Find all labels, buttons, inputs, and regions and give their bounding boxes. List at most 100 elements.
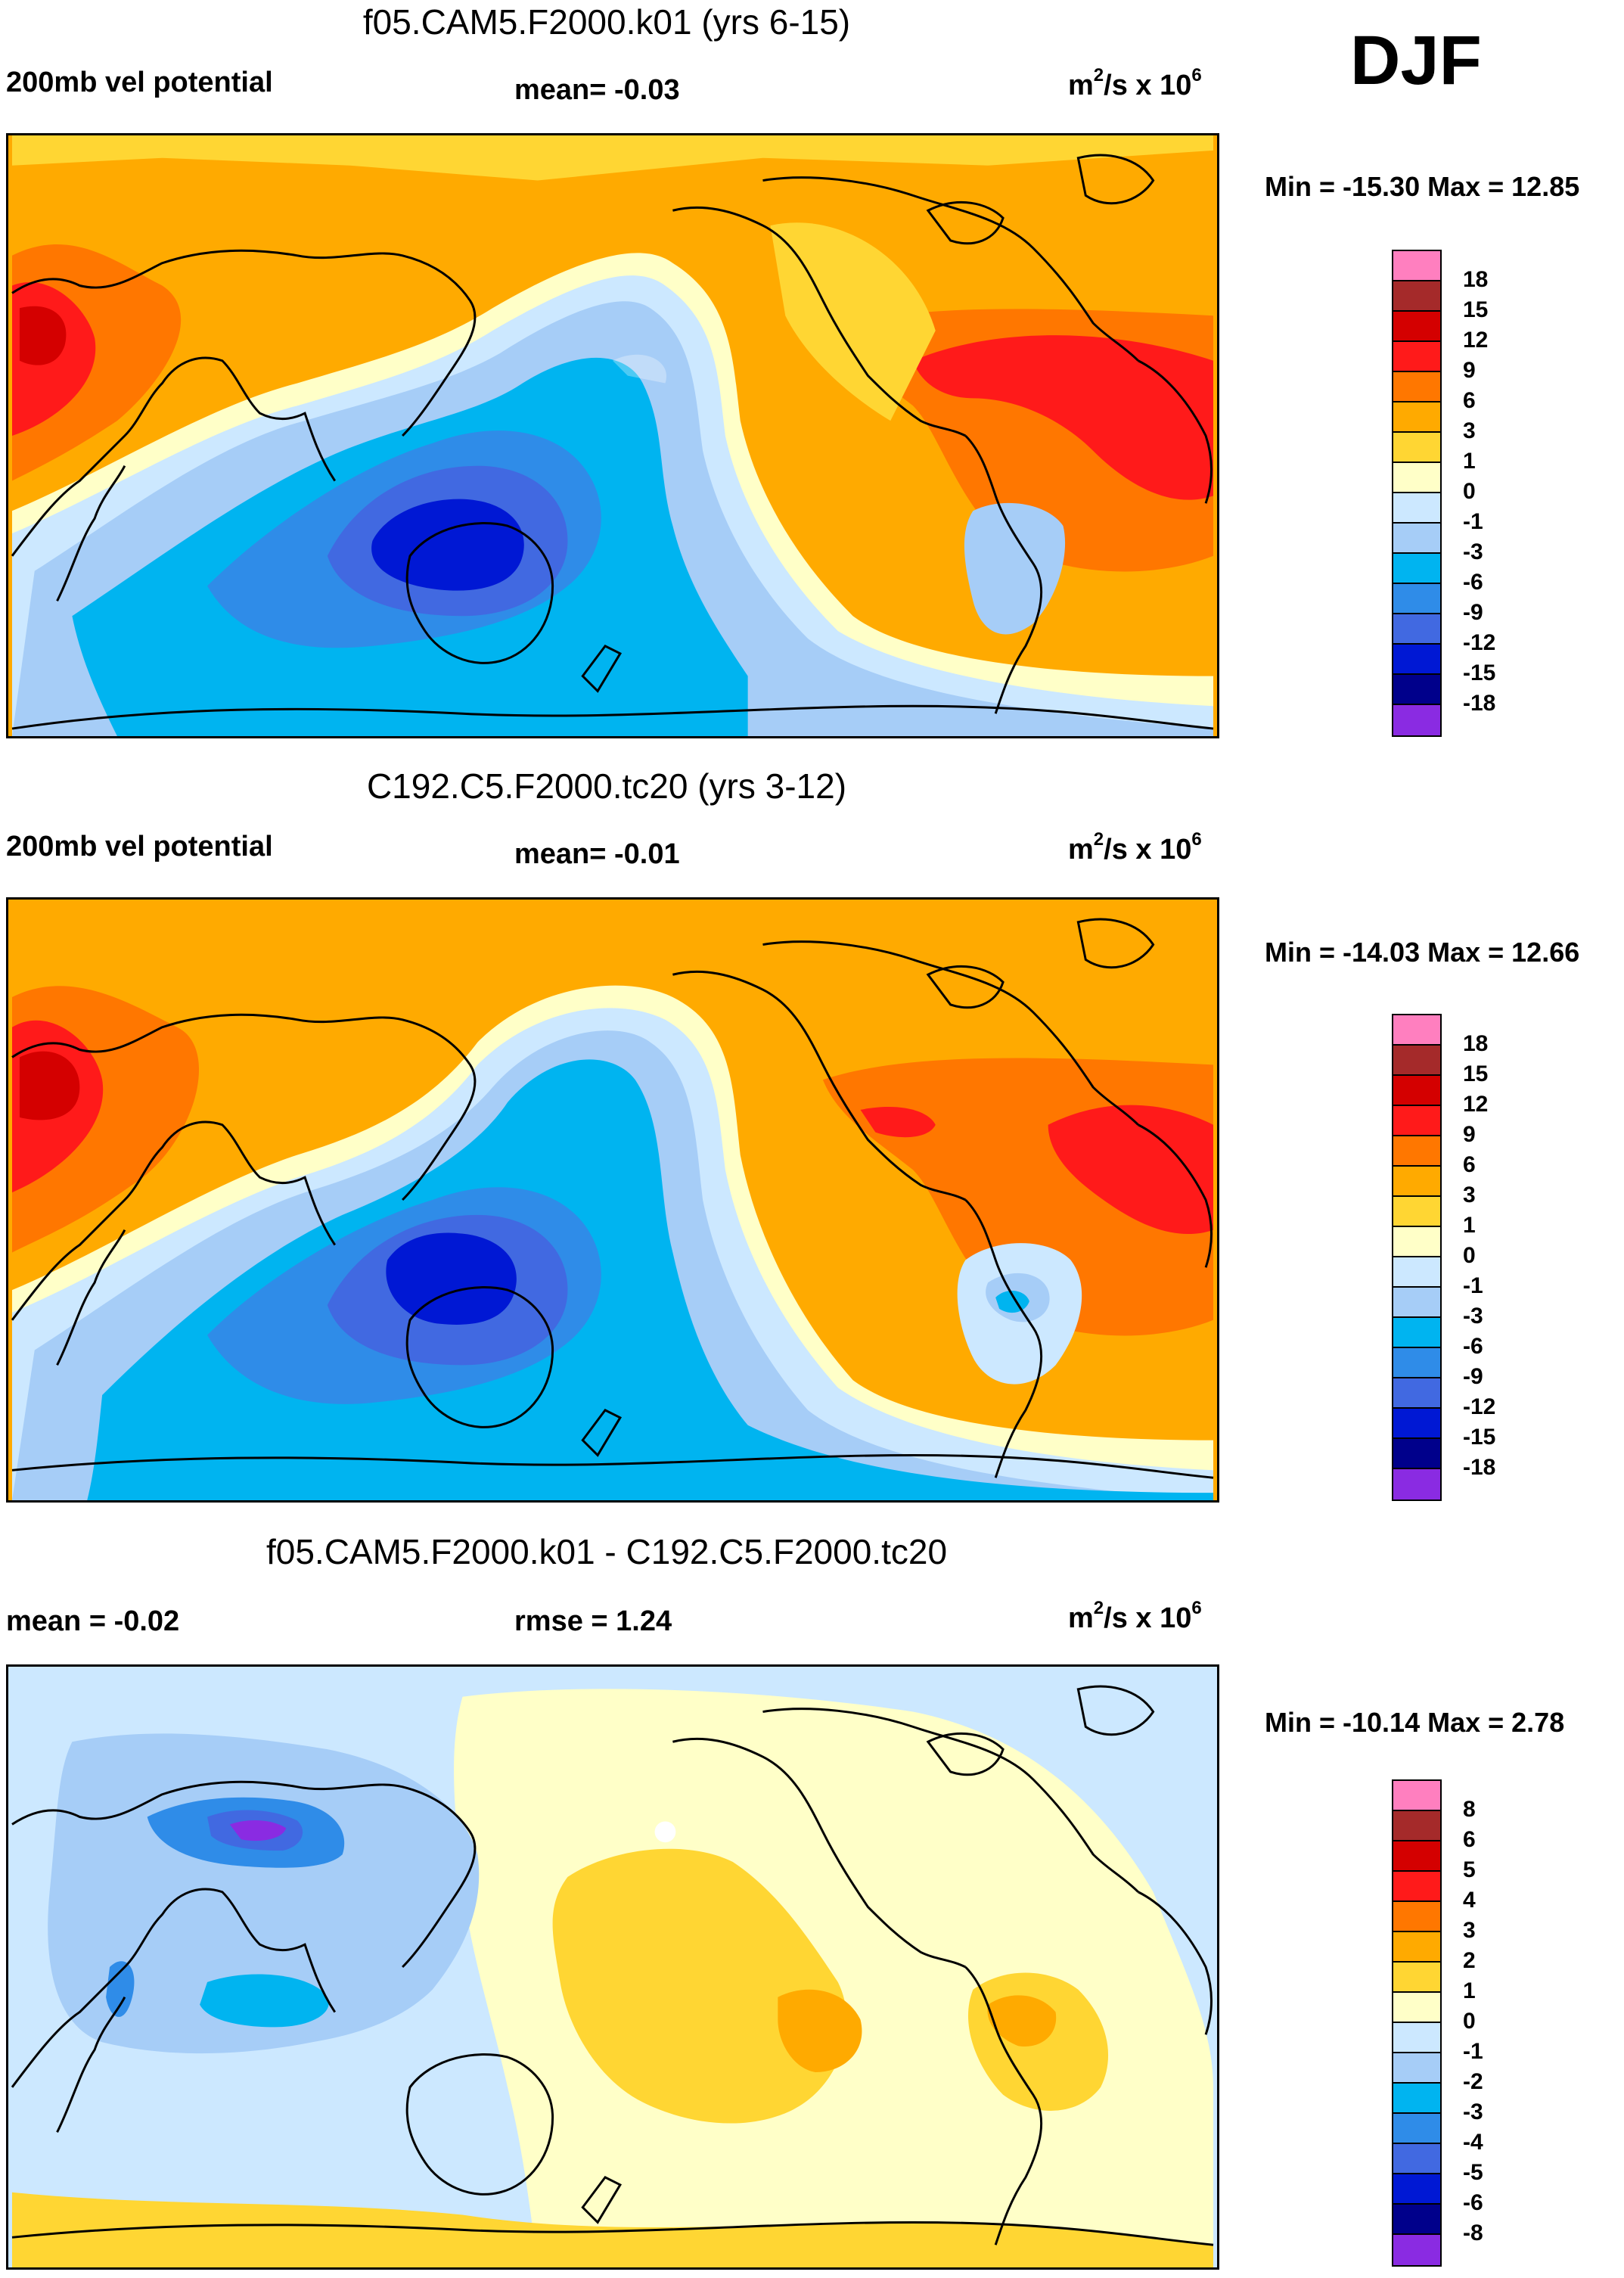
colorbar-tick-label: 12 bbox=[1463, 328, 1489, 353]
panel-1-title: f05.CAM5.F2000.k01 (yrs 6-15) bbox=[362, 2, 851, 42]
colorbar-tick-label: -6 bbox=[1463, 1334, 1483, 1359]
colorbar-tick-label: -2 bbox=[1463, 2069, 1483, 2094]
panel-3-minmax: Min = -10.14 Max = 2.78 bbox=[1265, 1707, 1565, 1738]
panel-1-colorbar-box bbox=[1393, 251, 1440, 281]
panel-3-units: m2/s x 106 bbox=[1068, 1598, 1202, 1635]
colorbar-tick-label: 4 bbox=[1463, 1888, 1476, 1913]
colorbar-tick-label: 8 bbox=[1463, 1797, 1476, 1822]
panel-1-map-svg bbox=[11, 135, 1214, 736]
panel-2-colorbar-box bbox=[1393, 1015, 1440, 1046]
panel-2-left-label: 200mb vel potential bbox=[6, 831, 273, 862]
panel-3-colorbar bbox=[1392, 1779, 1442, 2267]
colorbar-tick-label: 0 bbox=[1463, 2009, 1476, 2034]
panel-1-minmax: Min = -15.30 Max = 12.85 bbox=[1265, 171, 1580, 202]
panel-3-colorbar-box bbox=[1393, 2144, 1440, 2174]
panel-2-units: m2/s x 106 bbox=[1068, 829, 1202, 866]
panel-2-colorbar-box bbox=[1393, 1197, 1440, 1227]
panel-2-colorbar-box bbox=[1393, 1288, 1440, 1318]
panel-2-colorbar-box bbox=[1393, 1076, 1440, 1106]
colorbar-tick-label: -4 bbox=[1463, 2130, 1483, 2155]
panel-3-colorbar-box bbox=[1393, 1872, 1440, 1902]
colorbar-tick-label: 15 bbox=[1463, 1061, 1489, 1086]
panel-3-coastlines bbox=[11, 1685, 1214, 2246]
panel-3-rmse-label: rmse = 1.24 bbox=[514, 1605, 672, 1637]
panel-3-colorbar-box bbox=[1393, 2114, 1440, 2144]
panel-2-colorbar-box bbox=[1393, 1167, 1440, 1197]
panel-1-colorbar-box bbox=[1393, 524, 1440, 554]
panel-1-colorbar-box bbox=[1393, 614, 1440, 645]
panel-1-colorbar-box bbox=[1393, 554, 1440, 584]
panel-2-colorbar-box bbox=[1393, 1046, 1440, 1076]
panel-1-colorbar-box bbox=[1393, 584, 1440, 614]
colorbar-tick-label: 5 bbox=[1463, 1857, 1476, 1882]
colorbar-tick-label: -18 bbox=[1463, 691, 1496, 716]
panel-3-colorbar-box bbox=[1393, 1902, 1440, 1932]
panel-3-colorbar-box bbox=[1393, 2084, 1440, 2114]
colorbar-tick-label: -6 bbox=[1463, 2190, 1483, 2215]
panel-3-colorbar-box bbox=[1393, 2174, 1440, 2205]
colorbar-tick-label: 2 bbox=[1463, 1948, 1476, 1973]
panel-3-colorbar-box bbox=[1393, 1811, 1440, 1841]
season-label: DJF bbox=[1350, 22, 1482, 99]
colorbar-tick-label: 12 bbox=[1463, 1092, 1489, 1117]
panel-2-colorbar-box bbox=[1393, 1439, 1440, 1469]
colorbar-tick-label: -9 bbox=[1463, 1364, 1483, 1389]
colorbar-tick-label: -1 bbox=[1463, 1273, 1483, 1298]
panel-2-colorbar-box bbox=[1393, 1409, 1440, 1439]
panel-3-colorbar-box bbox=[1393, 1932, 1440, 1963]
colorbar-tick-label: -3 bbox=[1463, 539, 1483, 564]
colorbar-tick-label: -18 bbox=[1463, 1455, 1496, 1480]
panel-3-colorbar-box bbox=[1393, 2053, 1440, 2084]
colorbar-tick-label: -12 bbox=[1463, 630, 1496, 655]
colorbar-tick-label: -3 bbox=[1463, 2099, 1483, 2124]
panel-2-map-svg bbox=[11, 900, 1214, 1500]
panel-2-colorbar-box bbox=[1393, 1257, 1440, 1288]
colorbar-tick-label: -9 bbox=[1463, 600, 1483, 625]
colorbar-tick-label: 3 bbox=[1463, 418, 1476, 443]
panel-1-units: m2/s x 106 bbox=[1068, 65, 1202, 102]
colorbar-tick-label: -12 bbox=[1463, 1394, 1496, 1419]
colorbar-tick-label: -6 bbox=[1463, 570, 1483, 595]
colorbar-tick-label: -15 bbox=[1463, 1425, 1496, 1450]
panel-2-colorbar bbox=[1392, 1014, 1442, 1501]
panel-1-colorbar-box bbox=[1393, 312, 1440, 342]
panel-3-map bbox=[6, 1664, 1219, 2270]
panel-2-colorbar-box bbox=[1393, 1136, 1440, 1167]
panel-2-colorbar-box bbox=[1393, 1106, 1440, 1136]
panel-1-colorbar-box bbox=[1393, 705, 1440, 735]
panel-1-left-label: 200mb vel potential bbox=[6, 67, 273, 98]
colorbar-tick-label: -1 bbox=[1463, 2039, 1483, 2064]
panel-3-colorbar-box bbox=[1393, 1963, 1440, 1993]
colorbar-tick-label: 18 bbox=[1463, 267, 1489, 292]
colorbar-tick-label: 6 bbox=[1463, 1827, 1476, 1852]
panel-3-colorbar-box bbox=[1393, 1781, 1440, 1811]
panel-2-colorbar-box bbox=[1393, 1227, 1440, 1257]
panel-3-title: f05.CAM5.F2000.k01 - C192.C5.F2000.tc20 bbox=[265, 1532, 948, 1571]
colorbar-tick-label: -3 bbox=[1463, 1304, 1483, 1329]
colorbar-tick-label: -5 bbox=[1463, 2160, 1483, 2185]
panel-3-colorbar-box bbox=[1393, 1993, 1440, 2023]
colorbar-tick-label: -15 bbox=[1463, 660, 1496, 685]
panel-2-minmax: Min = -14.03 Max = 12.66 bbox=[1265, 937, 1580, 968]
panel-3-mean-label: mean = -0.02 bbox=[6, 1605, 180, 1637]
panel-1-colorbar-box bbox=[1393, 463, 1440, 493]
panel-2-title: C192.C5.F2000.tc20 (yrs 3-12) bbox=[366, 766, 847, 806]
panel-2-colorbar-box bbox=[1393, 1348, 1440, 1378]
colorbar-tick-label: 1 bbox=[1463, 1213, 1476, 1238]
colorbar-tick-label: 15 bbox=[1463, 297, 1489, 322]
colorbar-tick-label: 3 bbox=[1463, 1918, 1476, 1943]
colorbar-tick-label: 6 bbox=[1463, 388, 1476, 413]
colorbar-tick-label: 1 bbox=[1463, 449, 1476, 474]
colorbar-tick-label: 3 bbox=[1463, 1183, 1476, 1207]
colorbar-tick-label: -8 bbox=[1463, 2221, 1483, 2245]
panel-2-colorbar-box bbox=[1393, 1469, 1440, 1500]
panel-3-colorbar-box bbox=[1393, 1841, 1440, 1872]
panel-3-colorbar-box bbox=[1393, 2023, 1440, 2053]
panel-1-mean-label: mean= -0.03 bbox=[514, 74, 680, 106]
panel-1-colorbar-box bbox=[1393, 675, 1440, 705]
colorbar-tick-label: 9 bbox=[1463, 358, 1476, 383]
panel-2-colorbar-box bbox=[1393, 1318, 1440, 1348]
panel-1-colorbar-box bbox=[1393, 433, 1440, 463]
panel-1-coastlines bbox=[11, 154, 1214, 730]
panel-1-colorbar-box bbox=[1393, 342, 1440, 372]
